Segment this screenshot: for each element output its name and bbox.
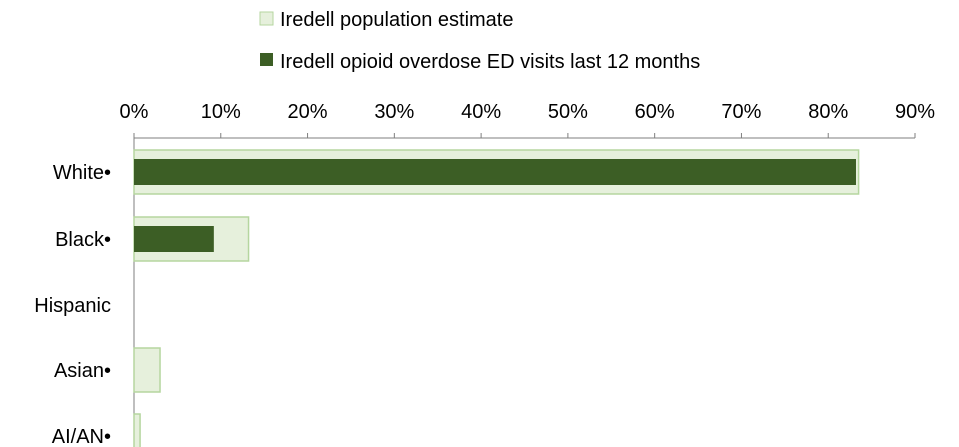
y-axis: White• Black• Hispanic Asian• AI/AN• — [34, 138, 135, 447]
x-tick-label: 90% — [895, 101, 935, 123]
x-tick-label: 70% — [721, 101, 761, 123]
x-tick-label: 20% — [288, 101, 328, 123]
y-category-label: Asian• — [54, 360, 111, 382]
legend-label-population: Iredell population estimate — [280, 9, 513, 31]
x-axis: 0% 10% 20% 30% 40% 50% 60% 70% 80% 90% — [120, 101, 935, 139]
legend-label-ed-visits: Iredell opioid overdose ED visits last 1… — [280, 51, 700, 73]
y-category-label: White• — [53, 162, 111, 184]
bars — [133, 149, 860, 447]
y-category-label: Black• — [55, 229, 111, 251]
y-category-label: AI/AN• — [52, 426, 111, 447]
x-tick-label: 40% — [461, 101, 501, 123]
y-category-label: Hispanic — [34, 295, 111, 317]
legend-swatch-ed-visits — [260, 53, 273, 66]
bar-population — [133, 413, 141, 447]
legend-swatch-population — [259, 11, 274, 26]
legend: Iredell population estimate Iredell opio… — [259, 9, 700, 73]
bar-ed-visits — [134, 226, 214, 252]
x-tick-label: 60% — [635, 101, 675, 123]
bar-ed-visits — [134, 159, 856, 185]
bar-population — [133, 347, 161, 393]
x-tick-label: 80% — [808, 101, 848, 123]
x-tick-label: 50% — [548, 101, 588, 123]
x-tick-label: 10% — [201, 101, 241, 123]
x-tick-label: 30% — [374, 101, 414, 123]
x-tick-label: 0% — [120, 101, 149, 123]
